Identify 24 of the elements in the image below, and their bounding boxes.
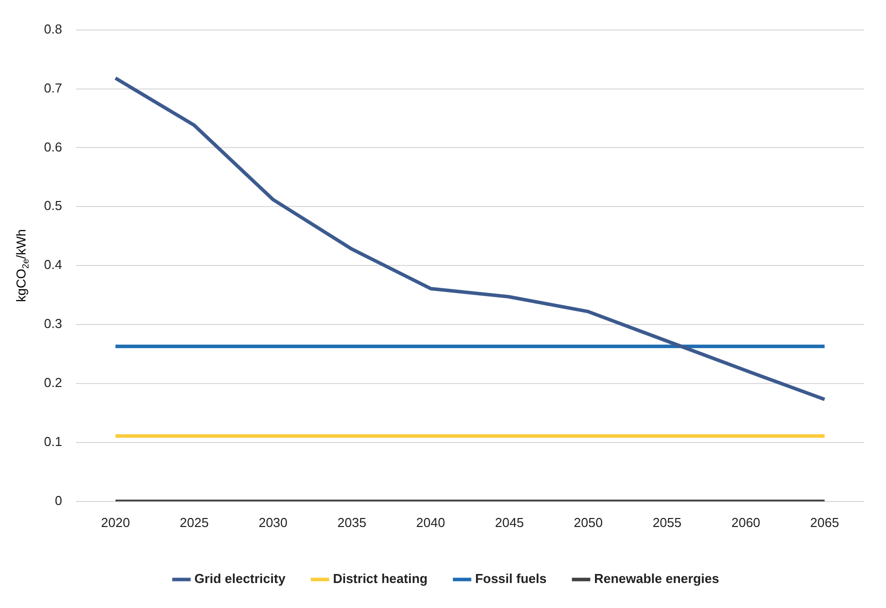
x-tick-label: 2060 [731,514,760,530]
legend-label: District heating [332,571,428,586]
x-tick-label: 2055 [652,514,682,530]
y-tick-label: 0.5 [44,198,62,214]
x-tick-label: 2040 [416,514,446,530]
y-tick-label: 0.7 [44,80,62,96]
y-tick-label: 0.4 [44,257,62,272]
x-tick-label: 2065 [810,514,840,530]
y-tick-label: 0.6 [44,139,62,154]
x-tick-label: 2050 [574,514,603,530]
x-tick-label: 2035 [337,514,366,530]
y-tick-label: 0.8 [44,21,62,36]
legend-label: Fossil fuels [475,571,547,586]
legend-label: Renewable energies [594,571,720,586]
x-tick-label: 2030 [258,514,288,530]
x-tick-label: 2025 [180,514,209,530]
y-axis-title: kgCO2e/kWh [14,229,30,302]
y-tick-label: 0.1 [44,434,62,450]
x-tick-label: 2045 [494,514,524,530]
y-tick-label: 0.2 [44,375,62,390]
y-tick-label: 0 [54,492,62,508]
y-tick-label: 0.3 [44,316,62,332]
legend-label: Grid electricity [194,571,286,586]
x-tick-label: 2020 [101,514,130,530]
